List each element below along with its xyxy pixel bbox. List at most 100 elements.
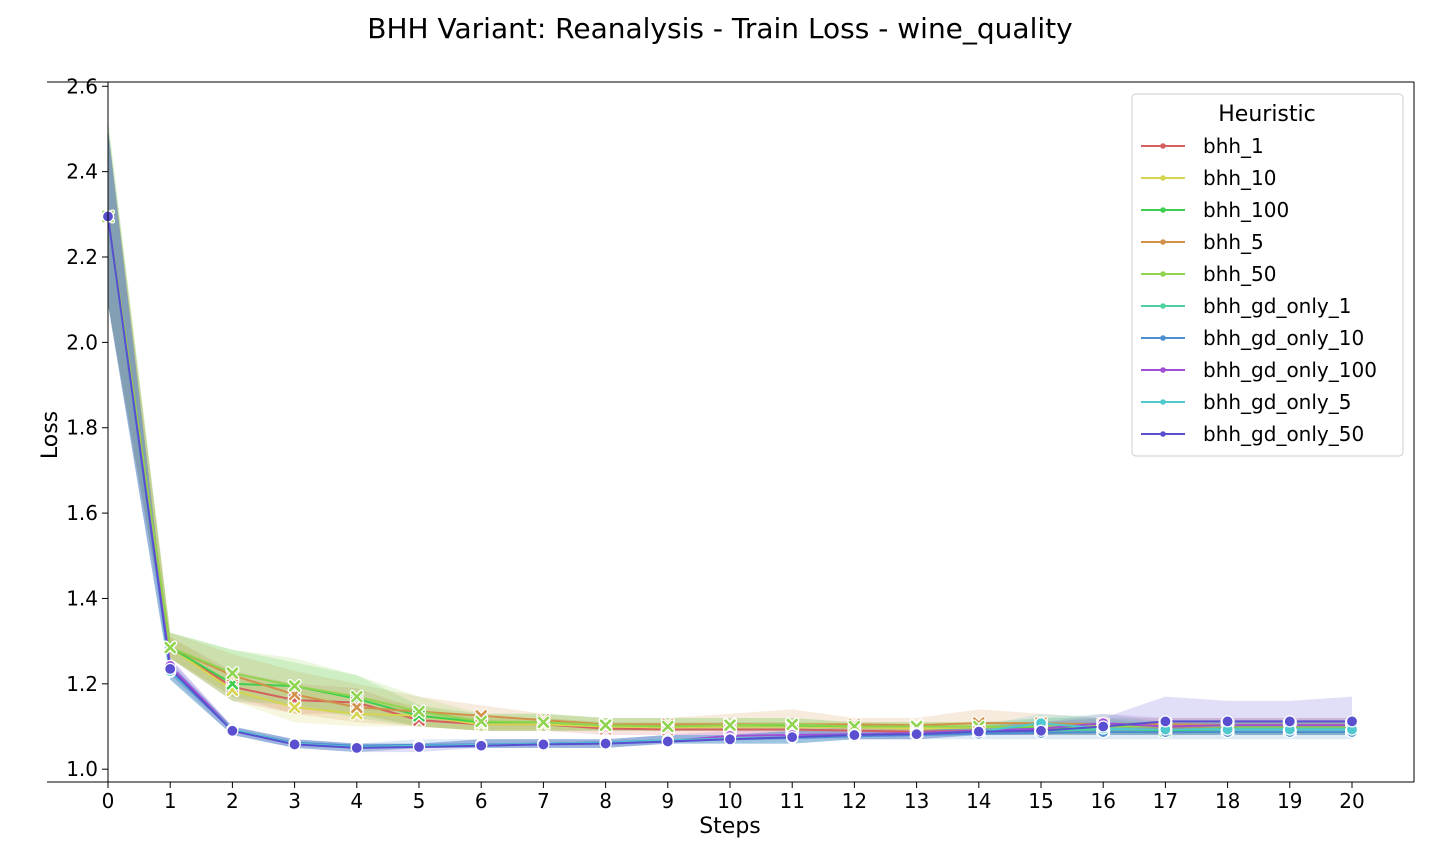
legend-item-bhh_gd_only_100: bhh_gd_only_100 — [1141, 358, 1377, 382]
legend-box — [1131, 93, 1404, 457]
x-tick-label: 20 — [1339, 789, 1364, 813]
legend: Heuristic bhh_1 bhh_10 bhh_100 bhh_5 bhh_50b… — [1131, 93, 1404, 457]
point-bhh_50 — [163, 640, 178, 655]
point-bhh_50 — [598, 718, 613, 733]
x-tick-label: 11 — [779, 789, 804, 813]
point-bhh_50 — [287, 678, 302, 693]
legend-marker — [1160, 367, 1166, 373]
y-tick-label: 2.6 — [66, 74, 98, 98]
point-bhh_gd_only_50 — [661, 735, 674, 748]
y-tick-label: 1.6 — [66, 501, 98, 525]
chart-title: BHH Variant: Reanalysis - Train Loss - w… — [367, 12, 1072, 45]
legend-title: Heuristic — [1218, 102, 1315, 127]
legend-marker — [1160, 399, 1166, 405]
legend-label: bhh_gd_only_10 — [1203, 326, 1364, 350]
x-tick-label: 14 — [966, 789, 991, 813]
y-tick-label: 1.2 — [66, 672, 98, 696]
point-bhh_gd_only_50 — [226, 724, 239, 737]
x-tick-label: 19 — [1277, 789, 1302, 813]
y-tick-label: 2.0 — [66, 330, 98, 354]
point-bhh_50 — [785, 717, 800, 732]
legend-marker — [1160, 207, 1166, 213]
legend-items: bhh_1 bhh_10 bhh_100 bhh_5 bhh_50 bhh_gd_only… — [1141, 134, 1377, 446]
point-bhh_gd_only_50 — [910, 728, 923, 741]
x-ticks: 0 1 2 3 4 5 6 7 8 9 10 11 12 13 14 15 16 17 18 19 20 — [102, 782, 1365, 813]
x-tick-label: 2 — [226, 789, 239, 813]
legend-label: bhh_10 — [1203, 166, 1277, 190]
legend-marker — [1160, 143, 1166, 149]
legend-label: bhh_gd_only_1 — [1203, 294, 1351, 318]
point-bhh_gd_only_50 — [1159, 715, 1172, 728]
x-tick-label: 4 — [350, 789, 363, 813]
legend-item-bhh_gd_only_50: bhh_gd_only_50 — [1141, 422, 1364, 446]
x-tick-label: 10 — [717, 789, 742, 813]
point-bhh_gd_only_50 — [350, 741, 363, 754]
x-tick-label: 16 — [1090, 789, 1115, 813]
legend-marker — [1160, 271, 1166, 277]
x-tick-label: 8 — [599, 789, 612, 813]
point-bhh_gd_only_50 — [1097, 720, 1110, 733]
legend-marker — [1160, 431, 1166, 437]
legend-marker — [1160, 239, 1166, 245]
legend-item-bhh_5: bhh_5 — [1141, 230, 1264, 254]
legend-label: bhh_gd_only_50 — [1203, 422, 1364, 446]
x-tick-label: 0 — [102, 789, 115, 813]
point-bhh_50 — [225, 666, 240, 681]
point-bhh_50 — [723, 718, 737, 733]
series-markers — [101, 209, 1359, 754]
legend-item-bhh_50: bhh_50 — [1141, 262, 1277, 286]
y-tick-label: 1.0 — [66, 757, 98, 781]
x-tick-label: 9 — [661, 789, 674, 813]
legend-label: bhh_100 — [1203, 198, 1289, 222]
y-axis-label: Loss — [38, 411, 63, 459]
y-tick-label: 2.2 — [66, 245, 98, 269]
legend-item-bhh_gd_only_5: bhh_gd_only_5 — [1141, 390, 1351, 414]
x-tick-label: 13 — [904, 789, 929, 813]
x-tick-label: 5 — [413, 789, 426, 813]
point-bhh_50 — [660, 719, 675, 734]
point-bhh_50 — [349, 689, 364, 704]
legend-label: bhh_5 — [1203, 230, 1264, 254]
x-tick-label: 18 — [1215, 789, 1240, 813]
point-bhh_gd_only_50 — [164, 662, 177, 675]
legend-marker — [1160, 175, 1166, 181]
point-bhh_gd_only_50 — [288, 738, 301, 751]
y-tick-label: 1.8 — [66, 416, 98, 440]
x-tick-label: 17 — [1153, 789, 1178, 813]
point-bhh_gd_only_50 — [1283, 715, 1296, 728]
point-bhh_gd_only_50 — [723, 733, 737, 746]
legend-item-bhh_100: bhh_100 — [1141, 198, 1289, 222]
y-tick-label: 1.4 — [66, 586, 98, 610]
legend-label: bhh_gd_only_100 — [1203, 358, 1377, 382]
point-bhh_50 — [536, 715, 551, 730]
point-bhh_gd_only_50 — [1034, 724, 1048, 737]
point-bhh_gd_only_50 — [537, 738, 550, 751]
point-bhh_50 — [412, 704, 426, 719]
point-bhh_10 — [287, 700, 302, 715]
point-bhh_gd_only_50 — [848, 728, 861, 742]
legend-label: bhh_50 — [1203, 262, 1277, 286]
legend-marker — [1160, 303, 1166, 309]
legend-label: bhh_1 — [1203, 134, 1264, 158]
x-tick-label: 15 — [1028, 789, 1053, 813]
legend-item-bhh_1: bhh_1 — [1141, 134, 1264, 158]
point-bhh_gd_only_50 — [1221, 715, 1234, 728]
point-bhh_gd_only_50 — [599, 737, 612, 750]
legend-label: bhh_gd_only_5 — [1203, 390, 1351, 414]
axes — [47, 81, 1415, 783]
x-tick-label: 12 — [842, 789, 867, 813]
point-bhh_gd_only_50 — [1345, 715, 1359, 728]
y-ticks: 1.0 1.2 1.4 1.6 1.8 2.0 2.2 2.4 2.6 — [66, 74, 108, 781]
legend-item-bhh_gd_only_1: bhh_gd_only_1 — [1141, 294, 1351, 318]
x-tick-label: 6 — [475, 789, 488, 813]
point-bhh_gd_only_50 — [412, 740, 426, 754]
point-bhh_5 — [349, 700, 364, 715]
legend-marker — [1160, 335, 1166, 341]
x-axis-label: Steps — [699, 814, 761, 839]
point-bhh_gd_only_50 — [786, 731, 799, 744]
legend-item-bhh_gd_only_10: bhh_gd_only_10 — [1141, 326, 1364, 350]
x-tick-label: 7 — [537, 789, 550, 813]
point-bhh_50 — [474, 714, 489, 729]
y-tick-label: 2.4 — [66, 160, 98, 184]
